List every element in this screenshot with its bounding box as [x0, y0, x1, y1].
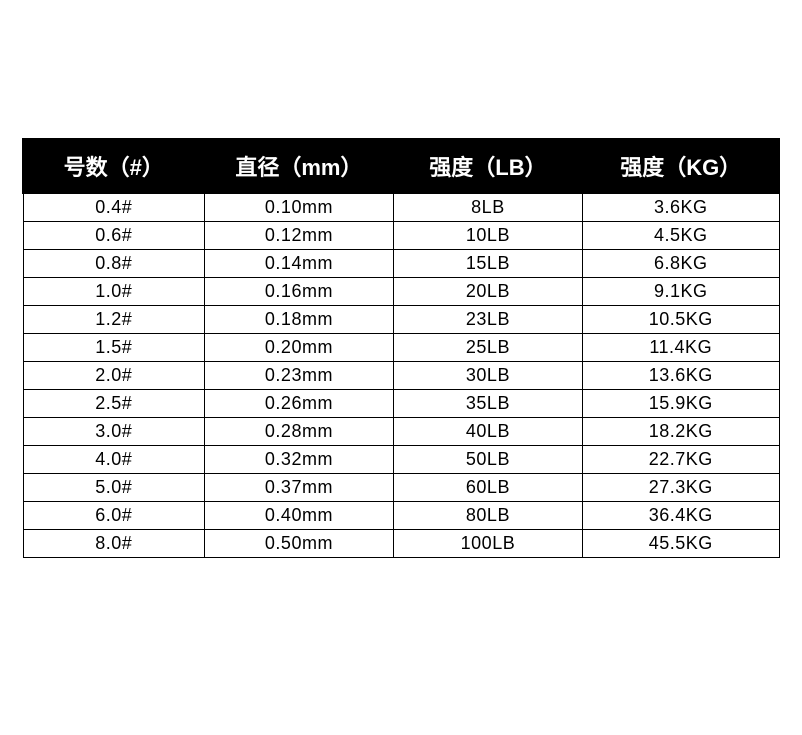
cell-kg: 11.4KG: [582, 333, 779, 361]
col-header-kg: 强度（KG）: [582, 139, 779, 193]
table-row: 0.4# 0.10mm 8LB 3.6KG: [23, 193, 779, 221]
cell-kg: 3.6KG: [582, 193, 779, 221]
cell-lb: 35LB: [393, 389, 582, 417]
table-header-row: 号数（#） 直径（mm） 强度（LB） 强度（KG）: [23, 139, 779, 193]
spec-table: 号数（#） 直径（mm） 强度（LB） 强度（KG） 0.4# 0.10mm 8…: [22, 138, 780, 558]
table-row: 2.5# 0.26mm 35LB 15.9KG: [23, 389, 779, 417]
col-header-number: 号数（#）: [23, 139, 204, 193]
cell-number: 2.5#: [23, 389, 204, 417]
spec-table-container: 号数（#） 直径（mm） 强度（LB） 强度（KG） 0.4# 0.10mm 8…: [22, 138, 780, 558]
table-row: 8.0# 0.50mm 100LB 45.5KG: [23, 529, 779, 557]
table-row: 5.0# 0.37mm 60LB 27.3KG: [23, 473, 779, 501]
cell-lb: 60LB: [393, 473, 582, 501]
cell-lb: 8LB: [393, 193, 582, 221]
col-header-diameter: 直径（mm）: [204, 139, 393, 193]
cell-number: 1.2#: [23, 305, 204, 333]
table-body: 0.4# 0.10mm 8LB 3.6KG 0.6# 0.12mm 10LB 4…: [23, 193, 779, 557]
cell-lb: 100LB: [393, 529, 582, 557]
cell-lb: 40LB: [393, 417, 582, 445]
cell-kg: 18.2KG: [582, 417, 779, 445]
cell-number: 8.0#: [23, 529, 204, 557]
cell-number: 4.0#: [23, 445, 204, 473]
cell-kg: 22.7KG: [582, 445, 779, 473]
cell-number: 0.8#: [23, 249, 204, 277]
cell-diameter: 0.18mm: [204, 305, 393, 333]
cell-diameter: 0.12mm: [204, 221, 393, 249]
cell-kg: 27.3KG: [582, 473, 779, 501]
table-row: 1.0# 0.16mm 20LB 9.1KG: [23, 277, 779, 305]
cell-lb: 23LB: [393, 305, 582, 333]
cell-kg: 6.8KG: [582, 249, 779, 277]
cell-number: 5.0#: [23, 473, 204, 501]
cell-kg: 15.9KG: [582, 389, 779, 417]
cell-number: 0.6#: [23, 221, 204, 249]
cell-lb: 10LB: [393, 221, 582, 249]
cell-diameter: 0.16mm: [204, 277, 393, 305]
cell-kg: 45.5KG: [582, 529, 779, 557]
cell-number: 0.4#: [23, 193, 204, 221]
cell-number: 2.0#: [23, 361, 204, 389]
col-header-lb: 强度（LB）: [393, 139, 582, 193]
cell-diameter: 0.37mm: [204, 473, 393, 501]
cell-kg: 9.1KG: [582, 277, 779, 305]
cell-lb: 80LB: [393, 501, 582, 529]
cell-lb: 30LB: [393, 361, 582, 389]
cell-diameter: 0.28mm: [204, 417, 393, 445]
table-row: 6.0# 0.40mm 80LB 36.4KG: [23, 501, 779, 529]
cell-diameter: 0.40mm: [204, 501, 393, 529]
cell-number: 3.0#: [23, 417, 204, 445]
cell-lb: 20LB: [393, 277, 582, 305]
cell-diameter: 0.23mm: [204, 361, 393, 389]
cell-number: 1.0#: [23, 277, 204, 305]
cell-diameter: 0.14mm: [204, 249, 393, 277]
table-row: 4.0# 0.32mm 50LB 22.7KG: [23, 445, 779, 473]
table-row: 3.0# 0.28mm 40LB 18.2KG: [23, 417, 779, 445]
table-row: 0.8# 0.14mm 15LB 6.8KG: [23, 249, 779, 277]
cell-lb: 25LB: [393, 333, 582, 361]
table-row: 0.6# 0.12mm 10LB 4.5KG: [23, 221, 779, 249]
cell-diameter: 0.50mm: [204, 529, 393, 557]
cell-lb: 50LB: [393, 445, 582, 473]
table-row: 2.0# 0.23mm 30LB 13.6KG: [23, 361, 779, 389]
cell-kg: 36.4KG: [582, 501, 779, 529]
cell-lb: 15LB: [393, 249, 582, 277]
table-row: 1.5# 0.20mm 25LB 11.4KG: [23, 333, 779, 361]
cell-kg: 4.5KG: [582, 221, 779, 249]
cell-number: 6.0#: [23, 501, 204, 529]
cell-diameter: 0.26mm: [204, 389, 393, 417]
cell-number: 1.5#: [23, 333, 204, 361]
cell-kg: 13.6KG: [582, 361, 779, 389]
cell-diameter: 0.20mm: [204, 333, 393, 361]
table-row: 1.2# 0.18mm 23LB 10.5KG: [23, 305, 779, 333]
cell-diameter: 0.32mm: [204, 445, 393, 473]
cell-kg: 10.5KG: [582, 305, 779, 333]
cell-diameter: 0.10mm: [204, 193, 393, 221]
